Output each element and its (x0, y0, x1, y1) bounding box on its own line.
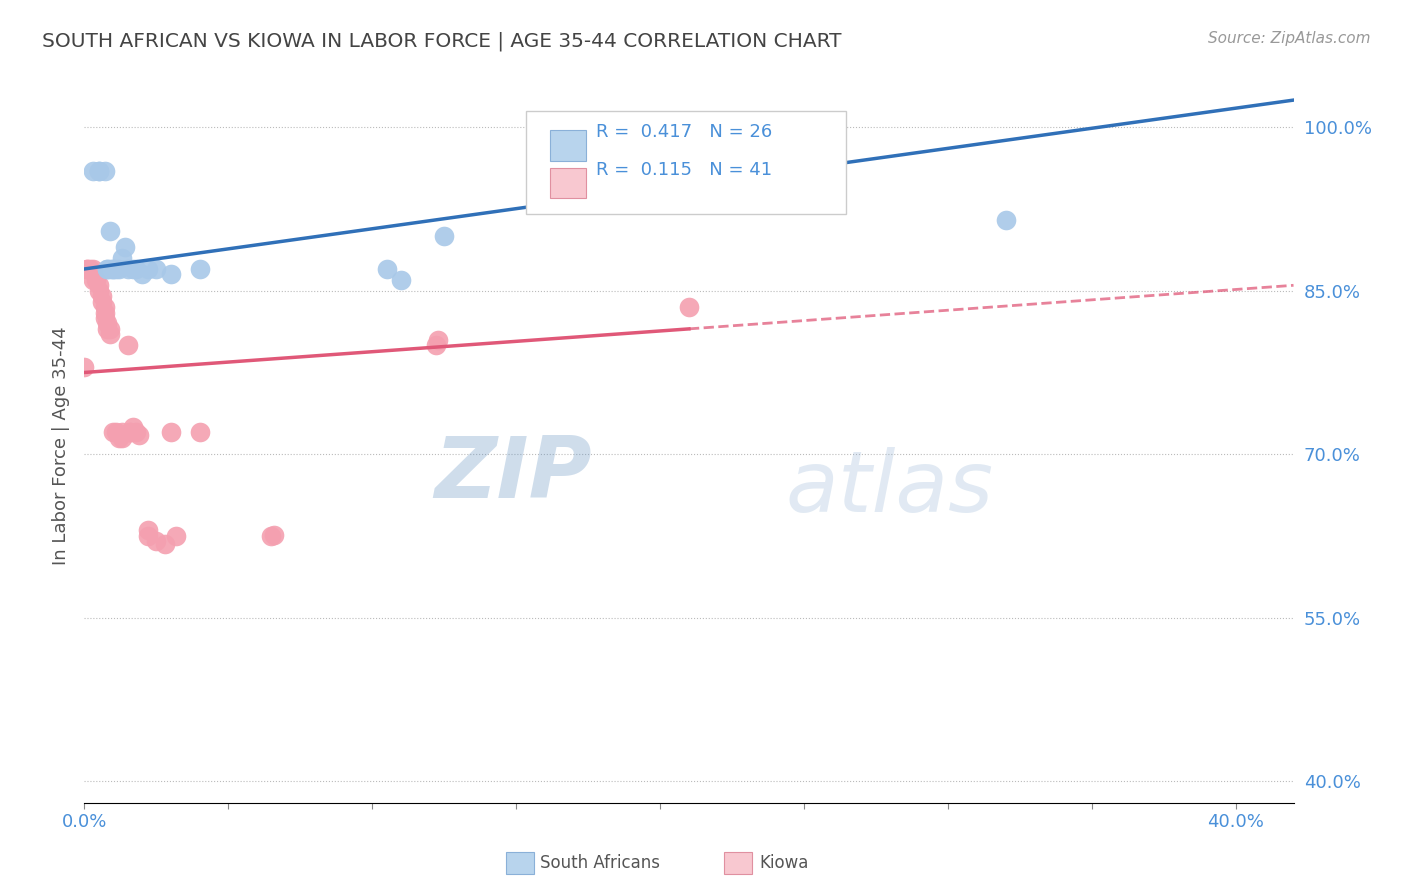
Point (79, 262, 101, 277)
Point (93, 300, 115, 314)
Point (425, 338, 447, 352)
Point (120, 425, 142, 440)
Point (82, 164, 104, 178)
Point (82, 262, 104, 277)
Point (375, 262, 398, 277)
Point (73, 359, 96, 374)
FancyBboxPatch shape (526, 111, 846, 214)
Point (145, 534, 167, 549)
Point (90, 289, 112, 303)
Point (120, 425, 142, 440)
Point (101, 262, 124, 277)
FancyBboxPatch shape (550, 130, 586, 161)
Point (93, 310, 115, 325)
Point (125, 262, 148, 277)
Point (87, 284, 110, 298)
Point (125, 425, 148, 440)
Point (136, 529, 159, 543)
Point (101, 262, 124, 277)
Point (105, 425, 128, 440)
Point (96, 262, 118, 277)
Point (111, 431, 134, 445)
Point (98, 322, 121, 336)
Point (433, 229, 456, 244)
Point (90, 294, 112, 309)
Point (117, 338, 139, 352)
Point (87, 164, 110, 178)
Point (96, 317, 118, 331)
Point (101, 425, 124, 440)
Point (260, 529, 283, 543)
Point (678, 300, 700, 314)
Point (389, 273, 412, 287)
Point (105, 262, 128, 277)
Point (128, 427, 150, 442)
Point (263, 528, 285, 542)
Point (111, 251, 134, 265)
Point (87, 164, 110, 178)
Point (131, 268, 153, 282)
Point (84, 273, 107, 287)
Y-axis label: In Labor Force | Age 35-44: In Labor Force | Age 35-44 (52, 326, 70, 566)
Point (98, 224, 121, 238)
Point (122, 262, 145, 277)
Point (136, 262, 159, 277)
FancyBboxPatch shape (550, 168, 586, 198)
Point (159, 425, 181, 440)
Text: atlas: atlas (786, 447, 994, 531)
Point (188, 425, 211, 440)
Point (111, 425, 134, 440)
Point (153, 536, 176, 550)
Point (76, 262, 98, 277)
Point (76, 262, 98, 277)
Point (145, 262, 167, 277)
Point (136, 524, 159, 538)
Point (994, 213, 1017, 227)
Point (188, 262, 211, 277)
Point (96, 262, 118, 277)
Point (166, 529, 188, 543)
Text: ZIP: ZIP (434, 433, 592, 516)
Text: South Africans: South Africans (540, 854, 659, 872)
Point (108, 431, 131, 445)
Point (96, 322, 118, 336)
Point (87, 278, 110, 293)
Text: Source: ZipAtlas.com: Source: ZipAtlas.com (1208, 31, 1371, 46)
Point (122, 420, 145, 434)
Point (108, 262, 131, 277)
Point (93, 164, 115, 178)
Point (82, 273, 104, 287)
Point (427, 333, 450, 347)
Point (159, 268, 181, 282)
Text: R =  0.417   N = 26: R = 0.417 N = 26 (596, 123, 772, 141)
Point (93, 305, 115, 319)
Text: R =  0.115   N = 41: R = 0.115 N = 41 (596, 161, 772, 178)
Point (98, 262, 121, 277)
Point (117, 262, 139, 277)
Text: Kiowa: Kiowa (759, 854, 808, 872)
Point (114, 240, 136, 254)
Text: SOUTH AFRICAN VS KIOWA IN LABOR FORCE | AGE 35-44 CORRELATION CHART: SOUTH AFRICAN VS KIOWA IN LABOR FORCE | … (42, 31, 842, 51)
Point (98, 327, 121, 342)
